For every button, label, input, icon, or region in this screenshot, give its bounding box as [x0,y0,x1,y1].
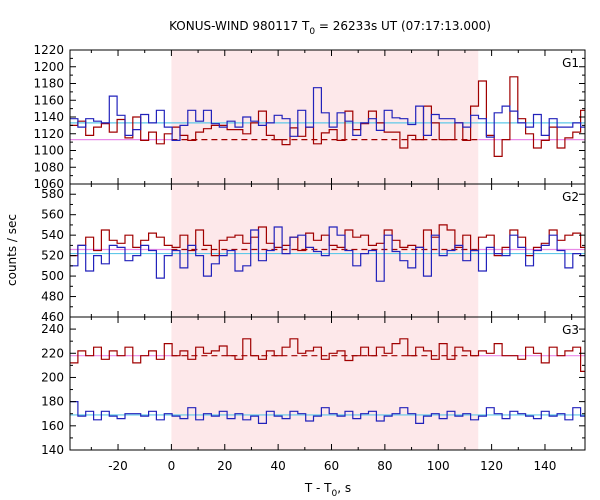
x-tick-label: 20 [217,459,232,473]
y-tick-label: 1120 [33,127,64,141]
highlight-band [171,317,479,450]
x-axis-label-subscript: 0 [332,489,338,499]
y-tick-label: 1200 [33,60,64,74]
y-tick-label: 500 [41,269,64,283]
chart-panels: 106010801100112011401160118012001220G146… [33,43,586,473]
y-tick-label: 1180 [33,77,64,91]
y-tick-label: 240 [41,322,64,336]
chart-title-prefix: KONUS-WIND 980117 T [169,19,310,33]
chart-title-text: KONUS-WIND 980117 T0 = 26233s UT (07:17:… [169,19,491,37]
highlight-band [171,50,479,184]
y-tick-label: 1060 [33,177,64,191]
plot-area [70,338,585,424]
x-axis-label-text: T - T0, s [304,481,351,499]
series-red-step [70,338,585,372]
y-tick-label: 160 [41,419,64,433]
panel-g2: 460 480 500 520 540 560 580 G2 [41,183,586,324]
y-tick-label: 480 [41,290,64,304]
y-tick-label: 200 [41,370,64,384]
x-tick-label: 40 [270,459,285,473]
panel-label-g2: G2 [562,190,579,204]
y-tick-label: 1100 [33,144,64,158]
x-tick-label: 140 [534,459,557,473]
panel-g3: 140 160 180 200 220 240 G3 [41,316,586,457]
y-tick-label: 1140 [33,110,64,124]
plot-area [70,224,585,282]
x-tick-label: -20 [108,459,128,473]
chart-title: KONUS-WIND 980117 T0 = 26233s UT (07:17:… [169,19,491,37]
y-tick-label: 1080 [33,160,64,174]
y-tick-label: 580 [41,187,64,201]
y-tick-label: 180 [41,395,64,409]
chart-title-suffix: = 26233s UT (07:17:13.000) [315,19,491,33]
x-axis-label-prefix: T - T [304,481,332,495]
panel-g1: 1060 1080 1100 1120 1140 1160 1180 1200 1220 G1 [33,43,586,191]
panel-label-g3: G3 [562,323,579,337]
y-axis-label: counts / sec [5,214,19,286]
plot-area [70,76,585,157]
highlight-band [171,184,479,317]
y-tick-label: 1160 [33,93,64,107]
y-tick-label: 540 [41,228,64,242]
series-blue-step [70,226,585,282]
panel-frame [69,316,586,451]
series-blue-step [70,401,585,424]
panel-label-g1: G1 [562,56,579,70]
x-axis-label: T - T0, s [304,481,351,499]
y-axis-label-text: counts / sec [5,214,19,286]
series-red-step [70,224,585,257]
y-tick-label: 140 [41,443,64,457]
series-blue-step [70,87,585,141]
x-tick-label: 120 [480,459,503,473]
x-tick-label: 0 [168,459,176,473]
x-tick-label: 80 [377,459,392,473]
chart-title-subscript: 0 [309,27,315,37]
y-tick-label: 1220 [33,43,64,57]
x-tick-label: 100 [427,459,450,473]
y-tick-label: 220 [41,346,64,360]
y-tick-label: 560 [41,208,64,222]
y-tick-label: 460 [41,310,64,324]
x-axis-label-suffix: , s [337,481,351,495]
y-tick-label: 520 [41,249,64,263]
x-tick-label: 60 [324,459,339,473]
